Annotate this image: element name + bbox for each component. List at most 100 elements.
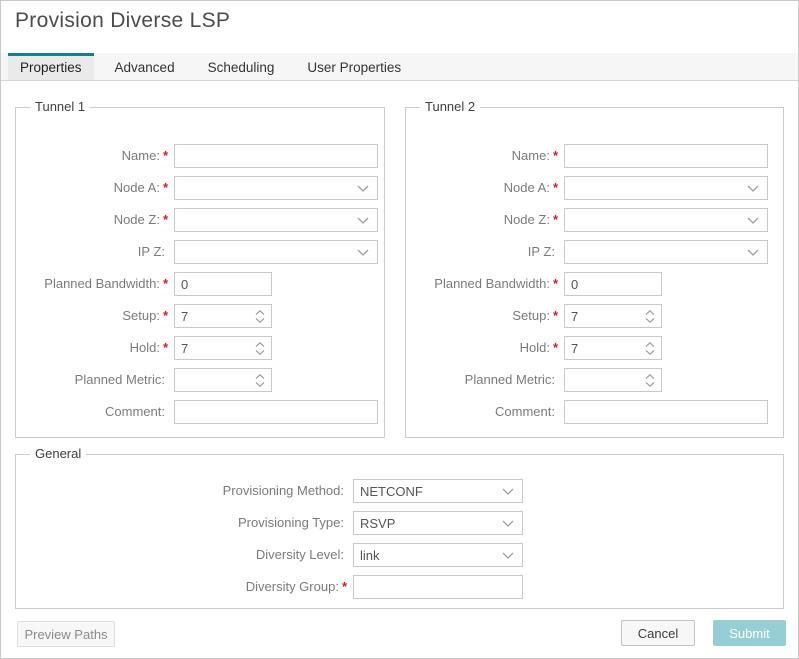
provisioning-type-label: Provisioning Type: — [238, 515, 344, 530]
chevron-down-icon — [502, 552, 514, 559]
tunnel2-node-a-select[interactable] — [564, 176, 768, 200]
tunnel2-planned-metric-spinner[interactable] — [564, 368, 662, 392]
tunnel1-name-label: Name: * — [121, 148, 168, 163]
tunnel2-planned-metric-input[interactable] — [565, 369, 645, 391]
required-asterisk: * — [162, 308, 168, 323]
tunnel1-planned-metric-row: Planned Metric: — [27, 368, 384, 392]
spinner-down-icon[interactable] — [645, 381, 655, 387]
spinner-up-icon[interactable] — [645, 341, 655, 347]
spinner-down-icon[interactable] — [645, 317, 655, 323]
chevron-down-icon — [747, 249, 759, 256]
tab-properties[interactable]: Properties — [8, 53, 94, 80]
spinner-buttons — [645, 373, 661, 387]
submit-button[interactable]: Submit — [713, 620, 786, 646]
tunnel2-node-z-select[interactable] — [564, 208, 768, 232]
tunnel1-planned-metric-spinner[interactable] — [174, 368, 272, 392]
chevron-down-icon — [357, 185, 369, 192]
diversity-group-label: Diversity Group: * — [245, 579, 347, 594]
chevron-down-icon — [747, 185, 759, 192]
spinner-buttons — [645, 341, 661, 355]
spinner-up-icon[interactable] — [645, 309, 655, 315]
tunnel1-ip-z-label: IP Z: — [137, 244, 165, 259]
tunnel1-node-z-label: Node Z: * — [113, 212, 168, 227]
tunnel1-planned-bandwidth-input[interactable] — [174, 272, 272, 296]
tunnel2-comment-input[interactable] — [564, 400, 768, 424]
required-asterisk: * — [162, 340, 168, 355]
tunnel2-setup-input[interactable] — [565, 305, 645, 327]
spinner-down-icon[interactable] — [645, 349, 655, 355]
tunnel2-ip-z-select[interactable] — [564, 240, 768, 264]
tunnel2-node-a-row: Node A: * — [417, 176, 783, 200]
spinner-up-icon[interactable] — [255, 373, 265, 379]
required-asterisk: * — [162, 212, 168, 227]
spinner-up-icon[interactable] — [255, 341, 265, 347]
tunnel1-ip-z-select[interactable] — [174, 240, 378, 264]
diversity-group-input[interactable] — [353, 575, 523, 599]
tab-bar: Properties Advanced Scheduling User Prop… — [1, 53, 798, 81]
required-asterisk: * — [162, 276, 168, 291]
tunnel1-node-a-select[interactable] — [174, 176, 378, 200]
tunnel1-node-z-select[interactable] — [174, 208, 378, 232]
tunnel1-planned-metric-input[interactable] — [175, 369, 255, 391]
tunnel2-name-input[interactable] — [564, 144, 768, 168]
tab-scheduling[interactable]: Scheduling — [207, 60, 275, 75]
tunnel1-comment-row: Comment: — [27, 400, 384, 424]
tunnel1-planned-bandwidth-row: Planned Bandwidth: * — [27, 272, 384, 296]
tunnel1-hold-input[interactable] — [175, 337, 255, 359]
required-asterisk: * — [552, 212, 558, 227]
tunnel2-name-label: Name: * — [511, 148, 558, 163]
tunnel1-setup-row: Setup: * — [27, 304, 384, 328]
tunnel1-legend: Tunnel 1 — [30, 99, 91, 114]
spinner-up-icon[interactable] — [645, 373, 655, 379]
chevron-down-icon — [357, 249, 369, 256]
diversity-level-row: Diversity Level: link — [27, 543, 783, 567]
provisioning-type-value: RSVP — [360, 515, 396, 531]
required-asterisk: * — [341, 579, 347, 594]
tunnel2-hold-label: Hold: * — [519, 340, 558, 355]
tunnel1-planned-metric-label: Planned Metric: — [74, 372, 165, 387]
cancel-button[interactable]: Cancel — [621, 620, 695, 646]
tunnel2-hold-input[interactable] — [565, 337, 645, 359]
tunnel1-setup-input[interactable] — [175, 305, 255, 327]
tunnel1-comment-label: Comment: — [105, 404, 165, 419]
provisioning-method-value: NETCONF — [360, 483, 423, 499]
tunnel1-hold-spinner[interactable] — [174, 336, 272, 360]
tab-user-properties[interactable]: User Properties — [307, 60, 402, 75]
required-asterisk: * — [552, 180, 558, 195]
spinner-down-icon[interactable] — [255, 317, 265, 323]
tunnel1-comment-input[interactable] — [174, 400, 378, 424]
chevron-down-icon — [502, 488, 514, 495]
diversity-level-select[interactable]: link — [353, 543, 523, 567]
required-asterisk: * — [552, 308, 558, 323]
tunnel1-node-z-row: Node Z: * — [27, 208, 384, 232]
tunnel1-node-a-label: Node A: * — [113, 180, 168, 195]
tunnel2-node-z-row: Node Z: * — [417, 208, 783, 232]
provisioning-method-select[interactable]: NETCONF — [353, 479, 523, 503]
spinner-up-icon[interactable] — [255, 309, 265, 315]
tunnel1-hold-row: Hold: * — [27, 336, 384, 360]
tunnel1-name-row: Name: * — [27, 144, 384, 168]
spinner-down-icon[interactable] — [255, 381, 265, 387]
diversity-group-row: Diversity Group: * — [27, 575, 783, 599]
tab-advanced[interactable]: Advanced — [114, 60, 175, 75]
general-section: General Provisioning Method: NETCONF Pro… — [15, 446, 784, 609]
diversity-level-value: link — [360, 547, 380, 563]
tunnel2-hold-spinner[interactable] — [564, 336, 662, 360]
spinner-buttons — [255, 373, 271, 387]
tunnel2-comment-row: Comment: — [417, 400, 783, 424]
tunnel2-legend: Tunnel 2 — [420, 99, 481, 114]
chevron-down-icon — [502, 520, 514, 527]
tunnel2-planned-bandwidth-input[interactable] — [564, 272, 662, 296]
tunnel1-setup-spinner[interactable] — [174, 304, 272, 328]
spinner-down-icon[interactable] — [255, 349, 265, 355]
preview-paths-button[interactable]: Preview Paths — [17, 621, 115, 647]
tunnel2-setup-spinner[interactable] — [564, 304, 662, 328]
tunnel1-node-a-row: Node A: * — [27, 176, 384, 200]
tunnel2-ip-z-label: IP Z: — [527, 244, 555, 259]
tunnel1-name-input[interactable] — [174, 144, 378, 168]
tunnel2-ip-z-row: IP Z: — [417, 240, 783, 264]
tunnel1-hold-label: Hold: * — [129, 340, 168, 355]
provisioning-type-select[interactable]: RSVP — [353, 511, 523, 535]
tunnel1-planned-bandwidth-label: Planned Bandwidth: * — [44, 276, 168, 291]
tunnel1-setup-label: Setup: * — [122, 308, 168, 323]
